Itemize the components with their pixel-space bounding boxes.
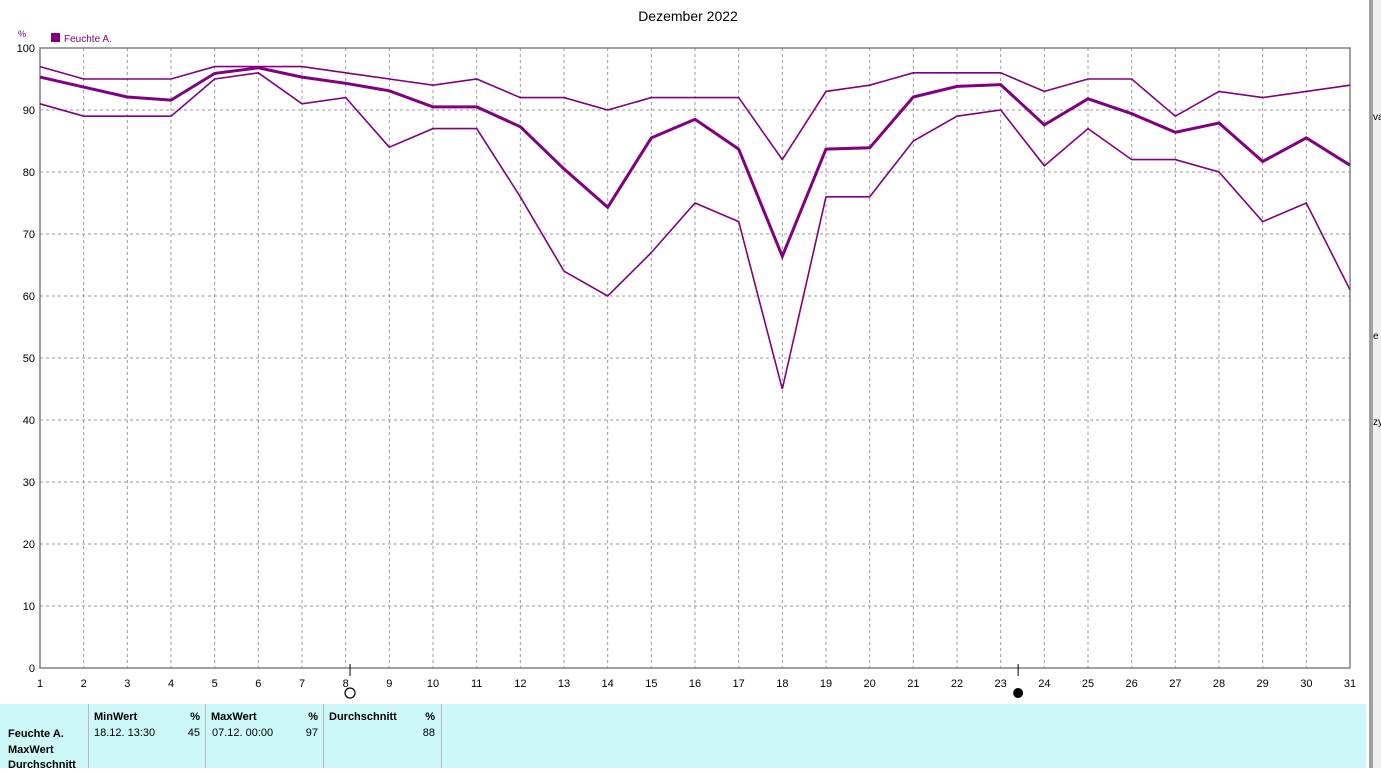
x-tick-label: 26 xyxy=(1126,678,1138,690)
y-tick-label: 40 xyxy=(23,415,35,427)
x-tick-label: 24 xyxy=(1038,678,1050,690)
stats-header: MaxWert xyxy=(211,711,257,723)
x-tick-label: 8 xyxy=(343,678,349,690)
x-tick-label: 19 xyxy=(820,678,832,690)
stats-row-label: Durchschnitt xyxy=(8,759,76,771)
x-tick-label: 25 xyxy=(1082,678,1094,690)
x-tick-label: 27 xyxy=(1169,678,1181,690)
legend: Feuchte A. xyxy=(51,33,112,45)
y-tick-label: 30 xyxy=(23,477,35,489)
x-tick-label: 4 xyxy=(168,678,174,690)
humidity-chart: Dezember 2022 % Feuchte A. 0 10 20 30 40 50 60… xyxy=(17,8,1356,699)
y-tick-label: 20 xyxy=(23,539,35,551)
y-tick-label: 100 xyxy=(17,43,35,55)
y-tick-label: 10 xyxy=(23,601,35,613)
stats-column-average: Durchschnitt % 88 xyxy=(323,704,441,768)
x-tick-label: 3 xyxy=(124,678,130,690)
stats-value: 45 xyxy=(187,727,200,739)
edge-text-fragment: zy xyxy=(1373,417,1381,428)
x-tick-label: 14 xyxy=(602,678,614,690)
stats-row-labels: Feuchte A. MaxWert Durchschnitt xyxy=(8,727,76,774)
stats-header: Durchschnitt xyxy=(329,711,397,723)
x-tick-label: 9 xyxy=(386,678,392,690)
stats-unit: % xyxy=(308,711,318,723)
x-tick-label: 22 xyxy=(951,678,963,690)
stats-column-min: MinWert % 18.12. 13:30 45 xyxy=(88,704,206,768)
window-edge-border xyxy=(1369,0,1373,768)
window-edge-strip: va e zy xyxy=(1366,0,1381,768)
x-tick-label: 7 xyxy=(299,678,305,690)
legend-swatch xyxy=(51,33,60,42)
stats-unit: % xyxy=(190,711,200,723)
x-tick-label: 17 xyxy=(733,678,745,690)
y-tick-label: 70 xyxy=(23,229,35,241)
stats-datetime: 18.12. 13:30 xyxy=(94,727,156,739)
statistics-panel: Feuchte A. MaxWert Durchschnitt MinWert … xyxy=(0,704,1366,771)
y-tick-label: 80 xyxy=(23,167,35,179)
x-tick-label: 31 xyxy=(1344,678,1356,690)
x-tick-label: 2 xyxy=(81,678,87,690)
x-tick-label: 1 xyxy=(37,678,43,690)
x-tick-label: 10 xyxy=(427,678,439,690)
x-tick-label: 16 xyxy=(689,678,701,690)
x-tick-label: 28 xyxy=(1213,678,1225,690)
moon-phases xyxy=(344,664,1024,699)
x-tick-label: 12 xyxy=(514,678,526,690)
stats-column-max: MaxWert % 07.12. 00:00 97 xyxy=(205,704,324,768)
stats-header: MinWert xyxy=(94,711,138,723)
x-tick-label: 23 xyxy=(995,678,1007,690)
stats-datetime: 07.12. 00:00 xyxy=(212,727,274,739)
y-axis-unit: % xyxy=(18,29,26,39)
grid xyxy=(40,48,1350,668)
x-tick-label: 15 xyxy=(645,678,657,690)
edge-text-fragment: va xyxy=(1373,112,1381,123)
series-line-average xyxy=(39,66,1351,261)
series-line-min xyxy=(39,71,1351,390)
plot-frame xyxy=(39,47,1351,669)
y-tick-label: 90 xyxy=(23,105,35,117)
x-tick-label: 21 xyxy=(907,678,919,690)
x-tick-label: 13 xyxy=(558,678,570,690)
x-tick-label: 6 xyxy=(255,678,261,690)
legend-label: Feuchte A. xyxy=(64,34,112,45)
full-moon-icon xyxy=(344,687,356,699)
series-lines xyxy=(39,65,1351,390)
stats-row-label: Feuchte A. xyxy=(8,728,64,740)
stats-unit: % xyxy=(425,711,435,723)
x-tick-label: 11 xyxy=(471,678,482,690)
x-tick-label: 20 xyxy=(864,678,876,690)
chart-title: Dezember 2022 xyxy=(638,8,738,24)
stats-value: 88 xyxy=(422,727,435,739)
x-tick-label: 29 xyxy=(1257,678,1269,690)
stats-value: 97 xyxy=(305,727,318,739)
x-tick-label: 18 xyxy=(776,678,788,690)
y-tick-label: 50 xyxy=(23,353,35,365)
y-tick-label: 0 xyxy=(29,663,35,675)
x-tick-label: 30 xyxy=(1300,678,1312,690)
stats-row-label: MaxWert xyxy=(8,743,54,756)
edge-text-fragment: e xyxy=(1373,331,1379,342)
new-moon-icon xyxy=(1013,688,1024,698)
x-tick-label: 5 xyxy=(212,678,218,690)
stats-column-end xyxy=(441,704,442,768)
y-tick-label: 60 xyxy=(23,291,35,303)
